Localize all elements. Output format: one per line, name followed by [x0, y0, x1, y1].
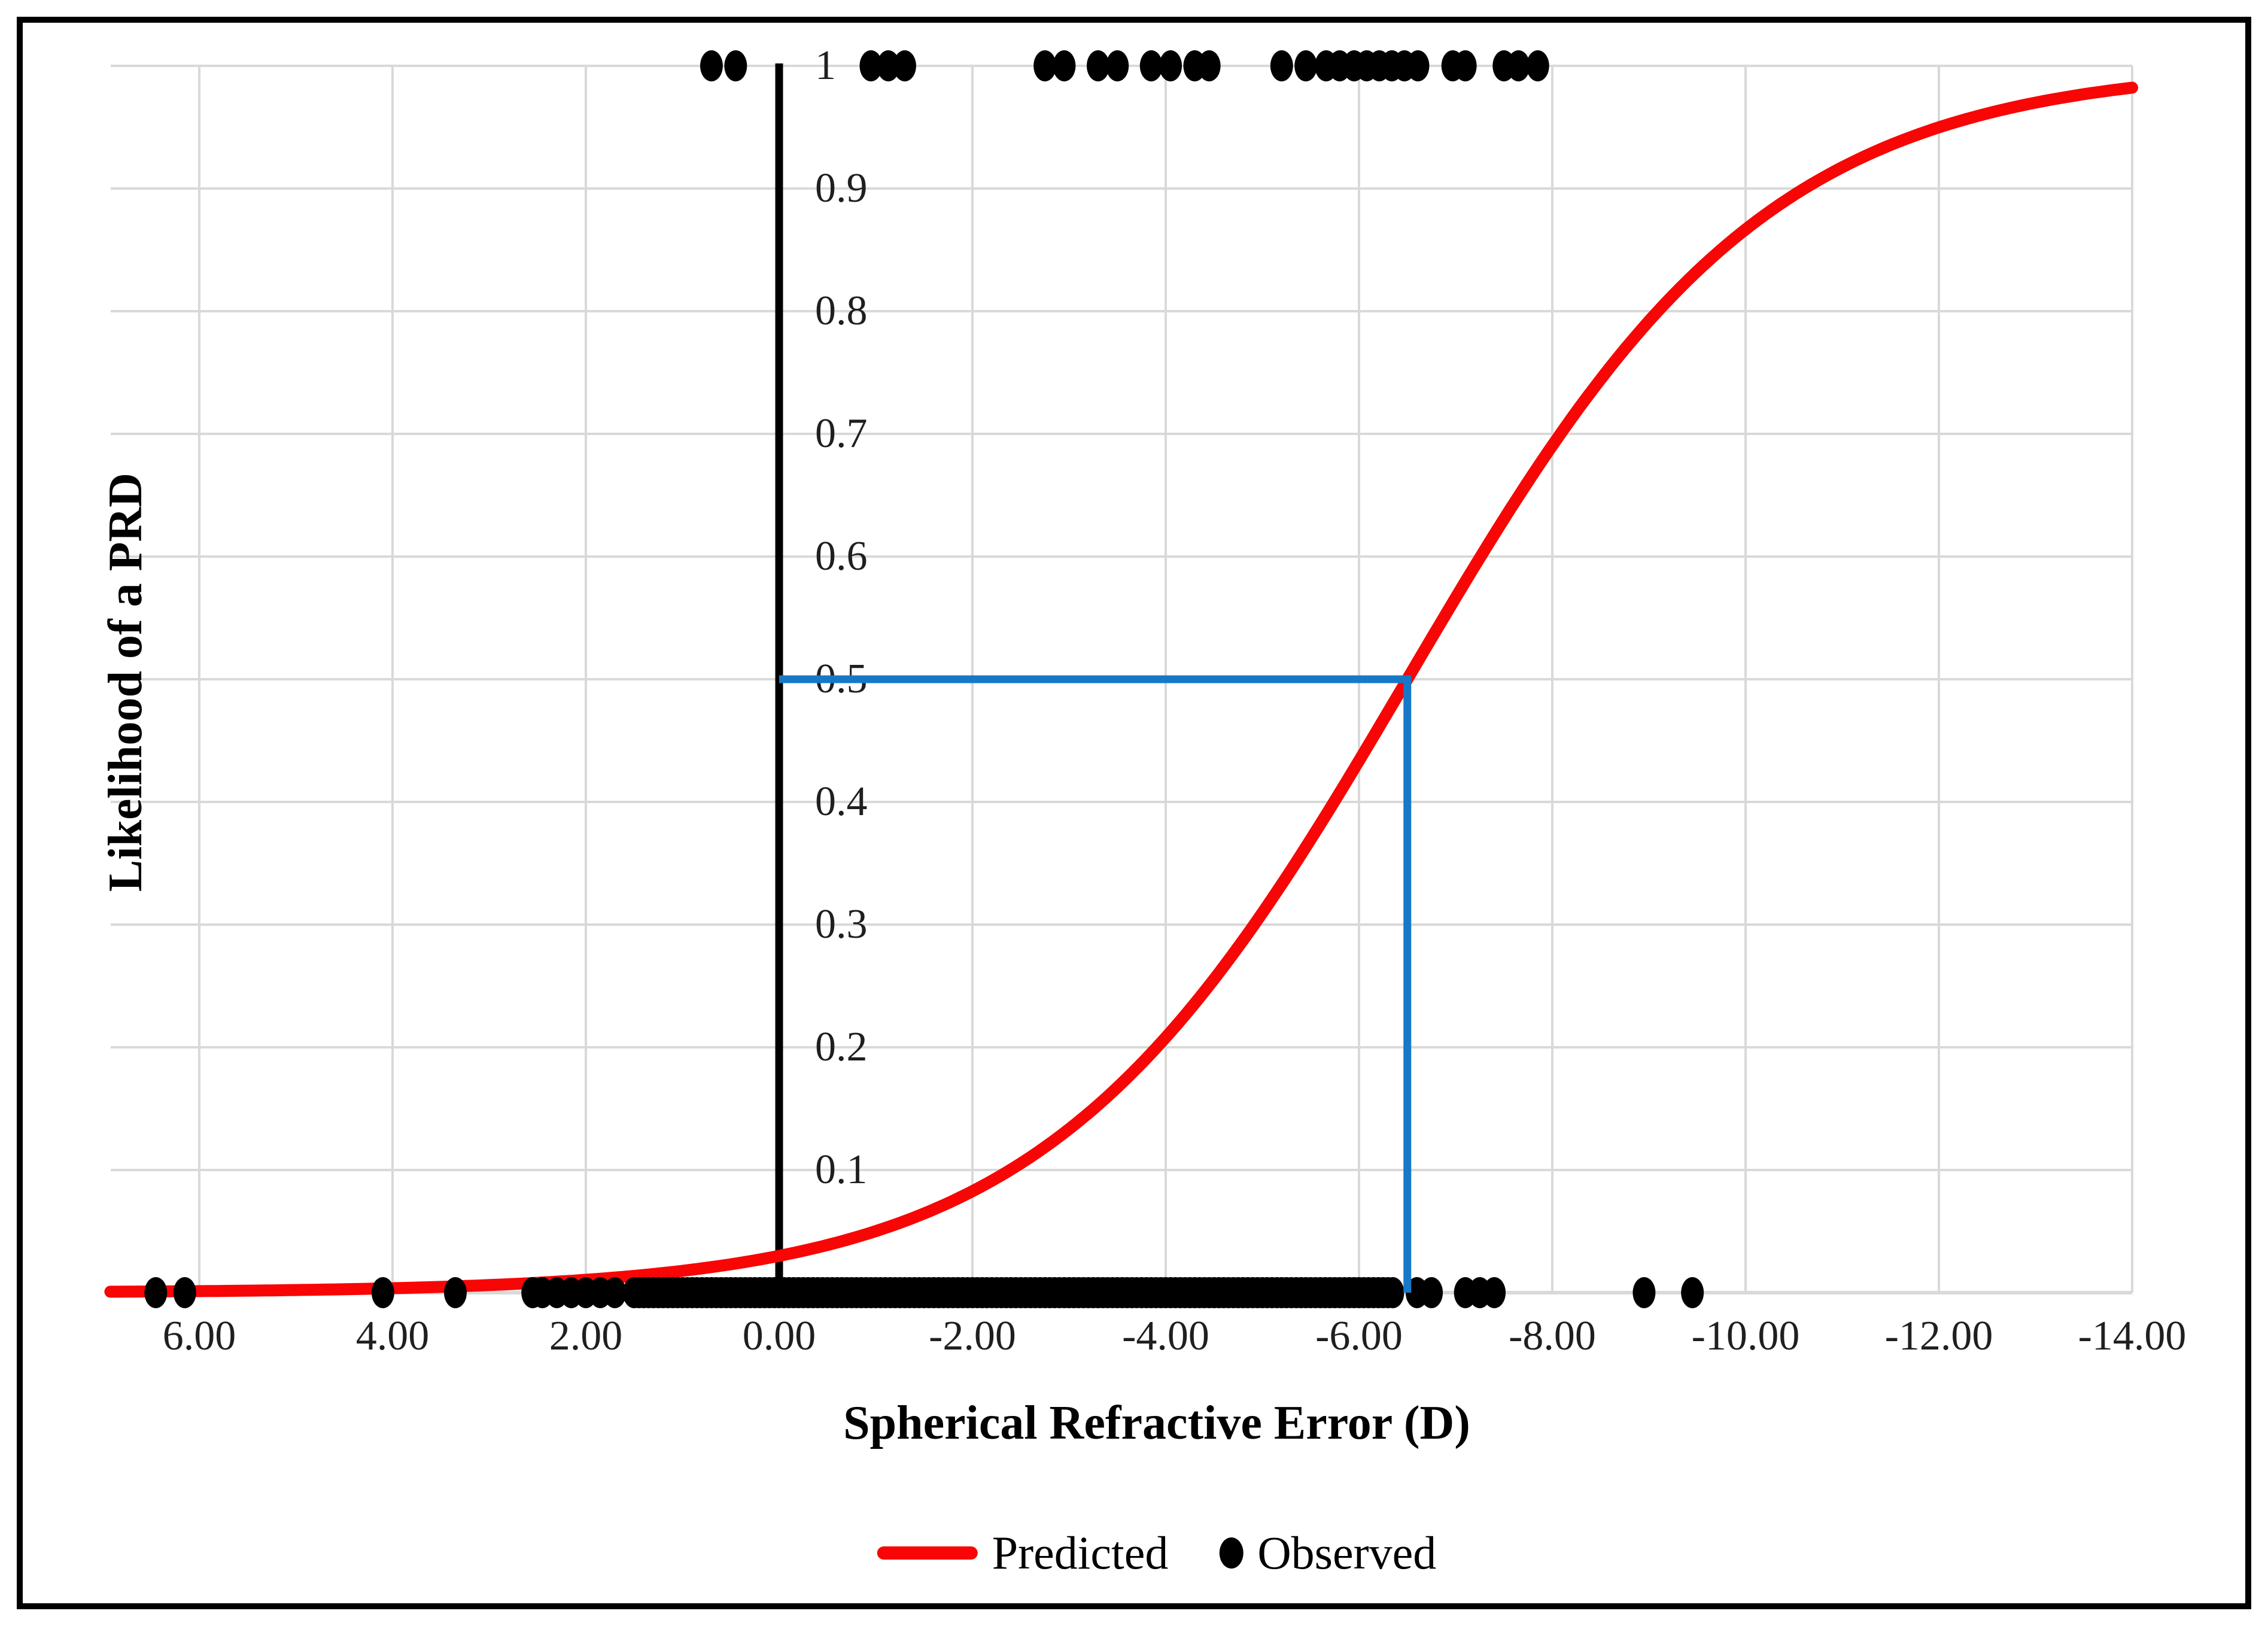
observed-point: [1033, 50, 1057, 81]
legend-label-observed: Observed: [1257, 1527, 1437, 1579]
x-tick-label: -10.00: [1691, 1313, 1800, 1359]
y-axis-title: Likelihood of a PRD: [99, 472, 152, 892]
figure-border: [17, 17, 2251, 1609]
observed-point: [1454, 50, 1477, 81]
y-tick-label: 0.3: [815, 901, 868, 947]
observed-point: [1106, 50, 1129, 81]
observed-point: [1681, 1277, 1704, 1308]
y-tick-label: 0.6: [815, 533, 868, 579]
y-tick-label: 0.8: [815, 288, 868, 334]
x-tick-label: -6.00: [1315, 1313, 1403, 1359]
observed-point: [700, 50, 723, 81]
y-tick-label: 0.4: [815, 779, 868, 825]
observed-point: [1086, 50, 1109, 81]
x-axis-title: Spherical Refractive Error (D): [843, 1397, 1470, 1449]
observed-point: [1294, 50, 1318, 81]
observed-point: [1507, 50, 1530, 81]
x-tick-label: -2.00: [929, 1313, 1016, 1359]
y-tick-label: 0.1: [815, 1147, 868, 1193]
observed-point: [1381, 1277, 1404, 1308]
observed-point: [1632, 1277, 1656, 1308]
observed-point: [144, 1277, 168, 1308]
observed-point: [1420, 1277, 1443, 1308]
y-tick-label: 0.9: [815, 165, 868, 211]
y-tick-label: 0.2: [815, 1024, 868, 1070]
x-tick-label: 2.00: [549, 1313, 623, 1359]
x-tick-label: 0.00: [742, 1313, 816, 1359]
y-tick-label: 1: [815, 42, 836, 89]
observed-point: [893, 50, 916, 81]
reference-line-50pct: [779, 675, 1412, 1293]
observed-dot-marker: [1219, 1537, 1244, 1569]
x-tick-label: -14.00: [2078, 1313, 2187, 1359]
observed-point: [603, 1277, 627, 1308]
observed-point: [724, 50, 747, 81]
y-tick-label: 0.7: [815, 411, 868, 457]
observed-point: [443, 1277, 467, 1308]
observed-point: [877, 50, 900, 81]
x-tick-label: 4.00: [355, 1313, 430, 1359]
legend-item-predicted: Predicted: [877, 1526, 1169, 1580]
observed-point: [173, 1277, 196, 1308]
observed-point: [1406, 50, 1430, 81]
observed-point: [1197, 50, 1221, 81]
observed-point: [371, 1277, 394, 1308]
x-tick-label: -12.00: [1884, 1313, 1993, 1359]
observed-point: [1053, 50, 1076, 81]
x-tick-label: 6.00: [162, 1313, 236, 1359]
observed-point: [859, 50, 883, 81]
observed-point: [1139, 50, 1163, 81]
x-tick-label: -4.00: [1122, 1313, 1209, 1359]
legend: Predicted Observed: [877, 1526, 1436, 1580]
observed-point: [1159, 50, 1182, 81]
legend-item-observed: Observed: [1219, 1526, 1436, 1580]
observed-point: [1270, 50, 1293, 81]
predicted-line-marker: [877, 1546, 978, 1560]
observed-point: [1483, 1277, 1506, 1308]
x-tick-label: -8.00: [1509, 1313, 1596, 1359]
legend-label-predicted: Predicted: [992, 1527, 1169, 1579]
observed-point: [1526, 50, 1549, 81]
